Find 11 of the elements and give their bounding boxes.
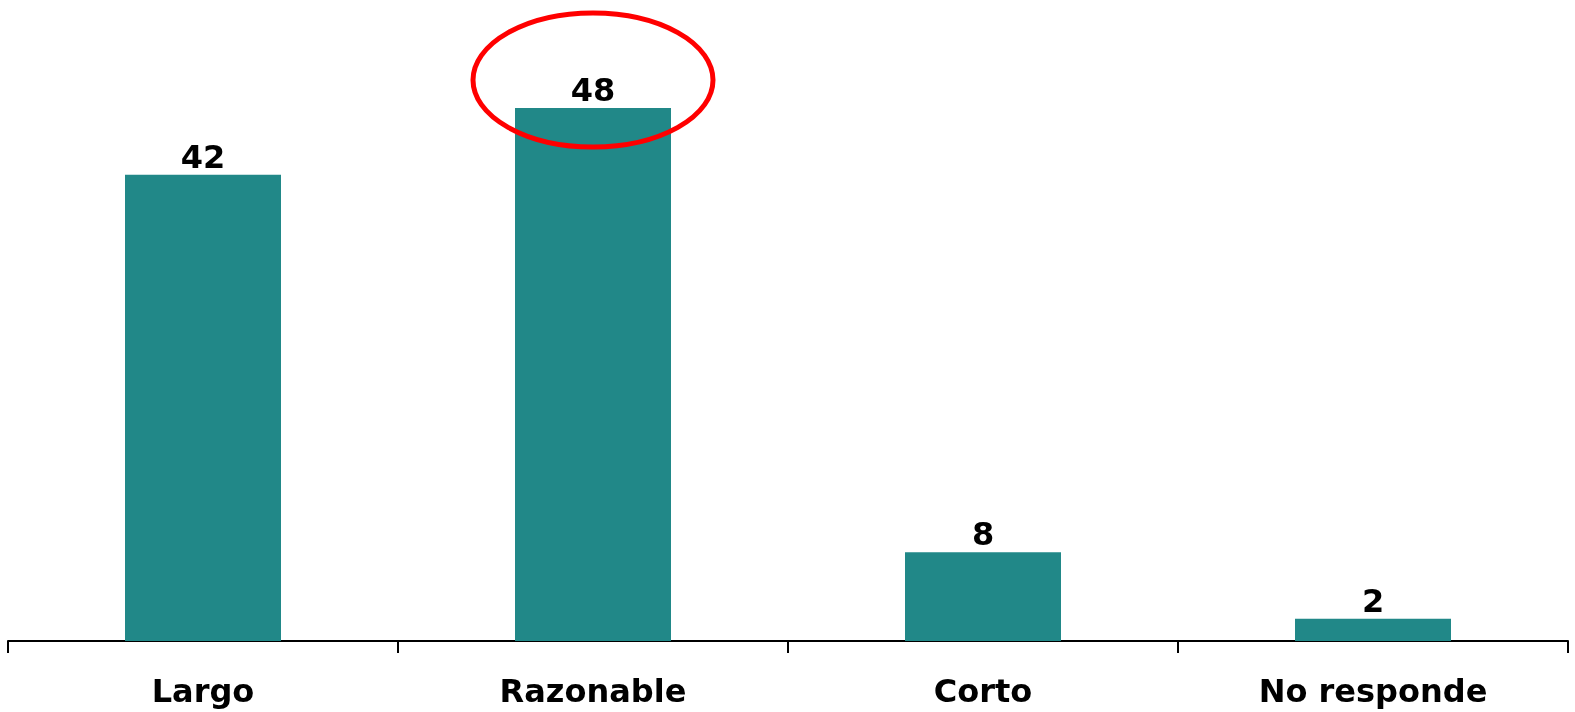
data-label: 8 <box>971 515 995 554</box>
x-tick-label: No responde <box>1258 672 1488 710</box>
bar <box>125 174 281 641</box>
x-tick-label: Razonable <box>499 672 687 710</box>
bar <box>1295 618 1451 641</box>
data-label: 42 <box>180 137 226 176</box>
x-tick-label: Largo <box>151 672 255 710</box>
x-tick-label: Corto <box>933 672 1033 710</box>
data-label: 2 <box>1361 581 1385 620</box>
bar <box>905 552 1061 641</box>
data-label: 48 <box>570 71 616 109</box>
